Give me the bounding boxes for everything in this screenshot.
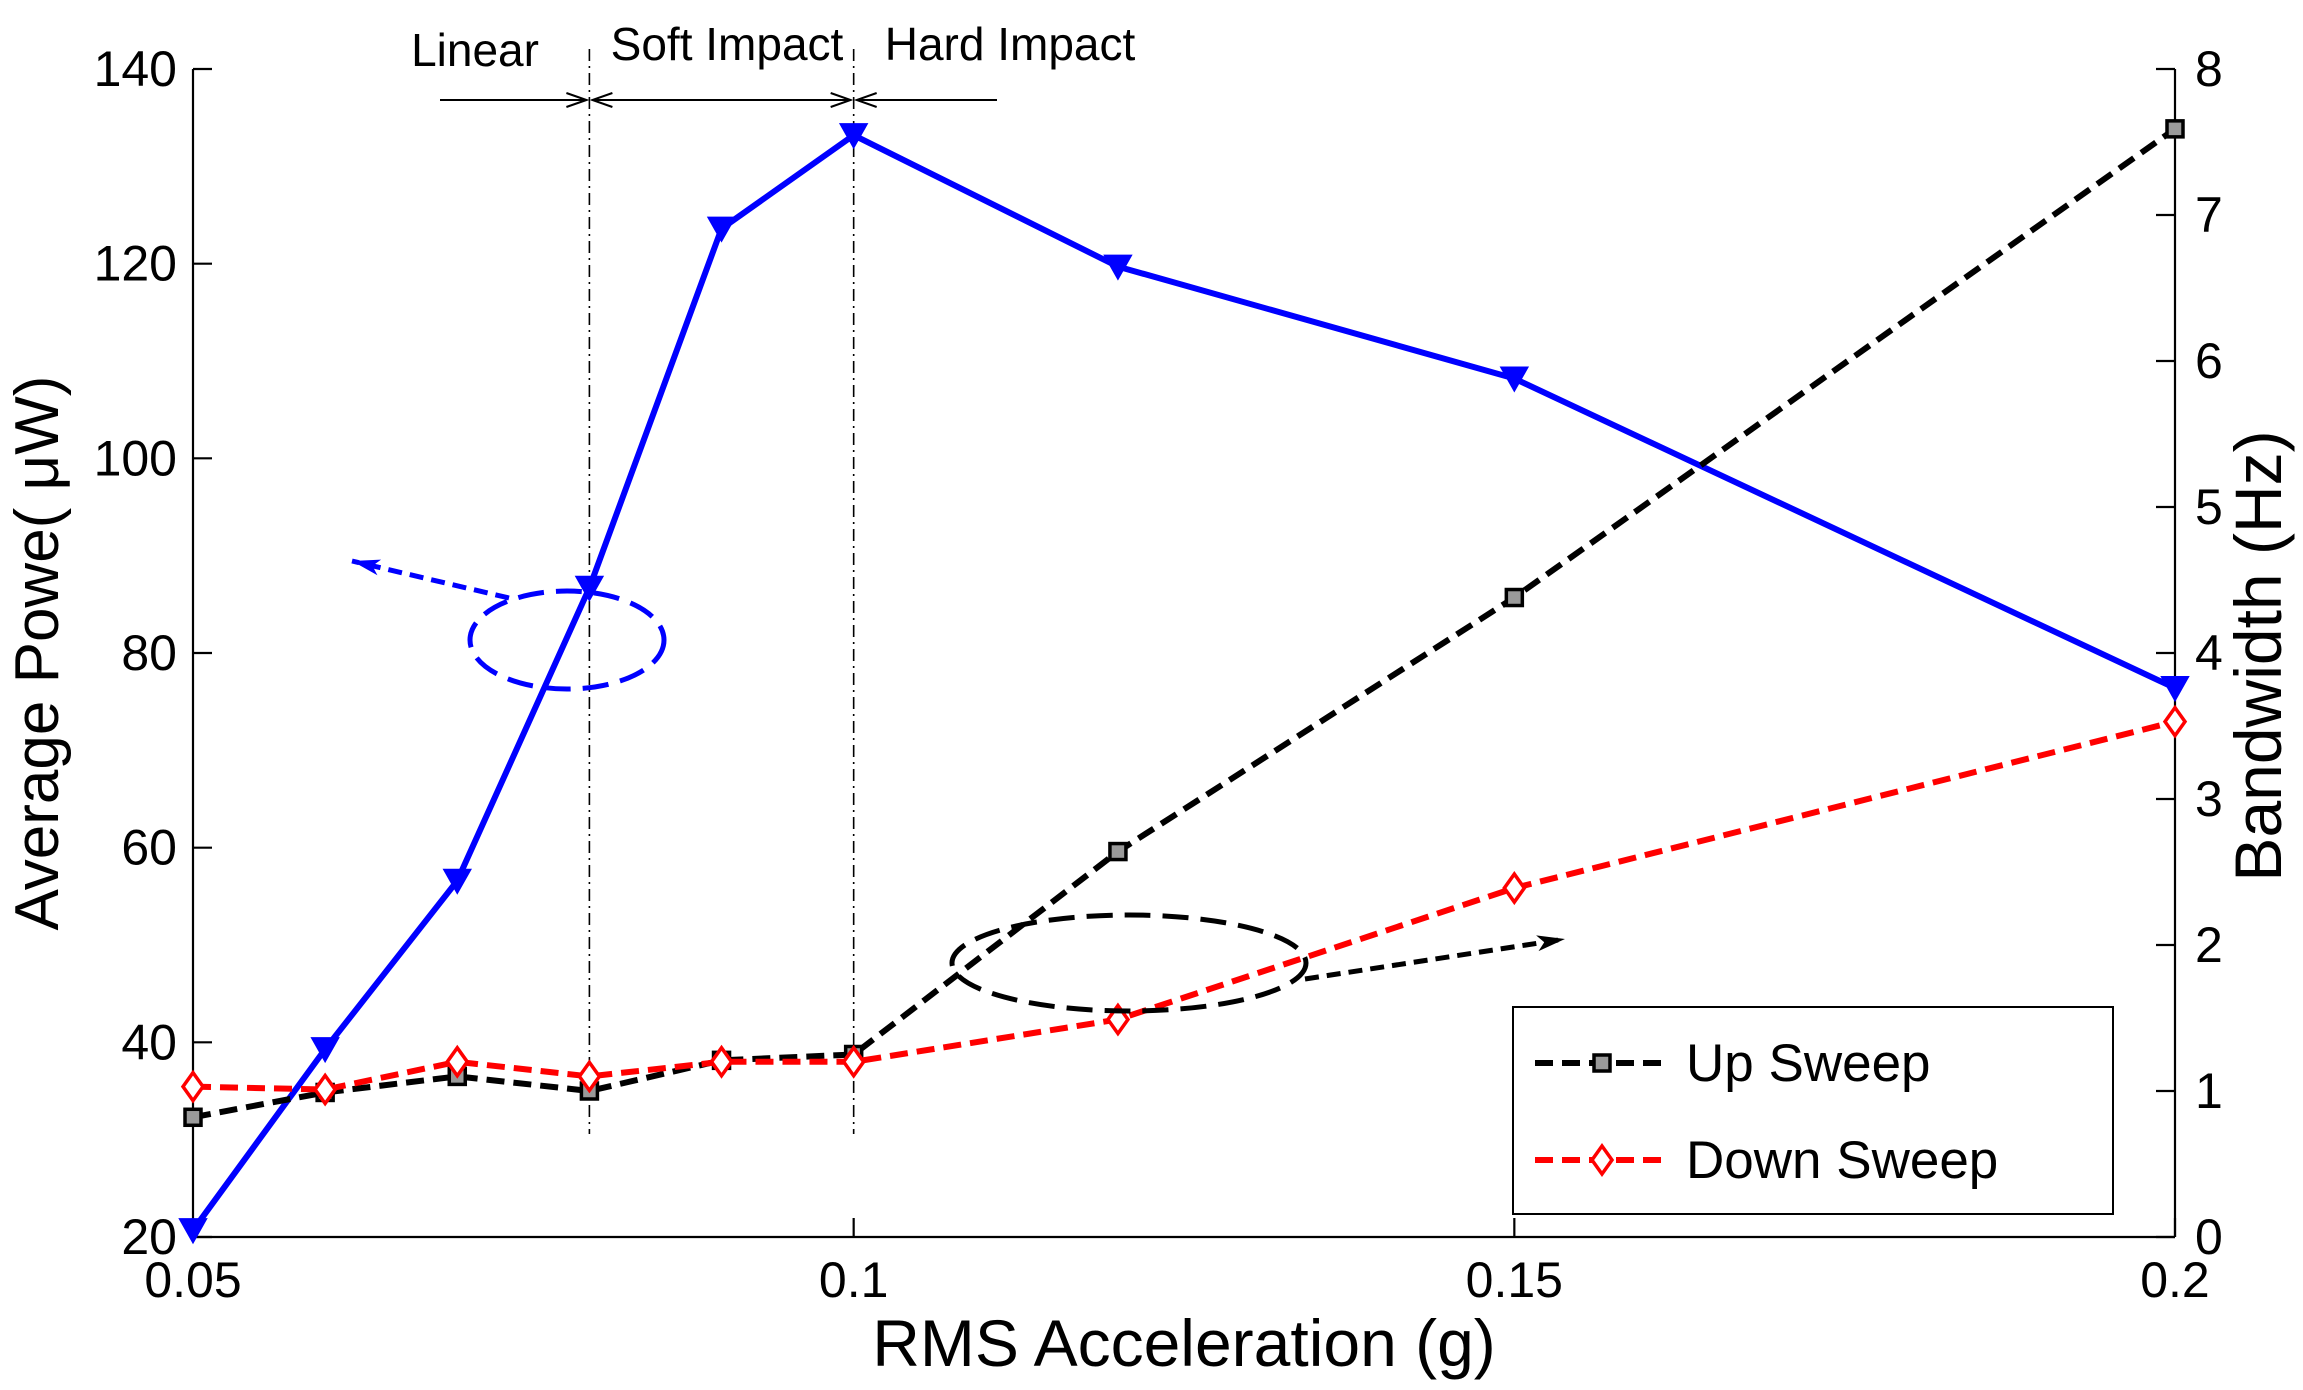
right-y-tick-label: 5 (2195, 479, 2223, 535)
power-marker (1103, 254, 1133, 281)
legend: Up Sweep Down Sweep (1512, 1006, 2114, 1215)
power-series (178, 123, 2190, 1245)
left-y-tick-label: 80 (121, 625, 177, 681)
left-y-tick-label: 40 (121, 1014, 177, 1070)
x-tick-label: 0.15 (1466, 1252, 1563, 1308)
power-axis-arrow (351, 558, 510, 601)
x-tick-label: 0.2 (2140, 1252, 2210, 1308)
x-axis-label: RMS Acceleration (g) (872, 1306, 1496, 1380)
x-tick-label: 0.05 (144, 1252, 241, 1308)
left-y-axis-label: Average Powe( μW) (3, 376, 72, 931)
down-sweep-marker (1502, 871, 1527, 906)
down-sweep-line (192, 718, 2176, 1093)
down-sweep-marker (312, 1072, 338, 1107)
axes: 20 40 60 80 100 120 140 0 1 2 3 4 5 6 7 8 0.05 0.1 0.15 0.2 (94, 41, 2223, 1308)
legend-marker-down-sweep (1589, 1142, 1615, 1178)
down-sweep-marker (841, 1044, 866, 1079)
right-y-axis-label: Bandwidth (Hz) (2221, 430, 2295, 881)
power-marker (1499, 366, 1530, 393)
power-axis-ellipse (467, 588, 667, 692)
right-y-tick-label: 6 (2195, 333, 2223, 389)
right-y-tick-label: 1 (2195, 1063, 2223, 1119)
down-sweep-marker (445, 1044, 470, 1079)
up-sweep-marker (1108, 841, 1128, 862)
left-y-tick-label: 60 (121, 820, 177, 876)
power-marker (706, 216, 737, 243)
up-sweep-line (192, 126, 2177, 1121)
x-tick-label: 0.1 (819, 1252, 889, 1308)
down-sweep-marker (577, 1059, 602, 1094)
up-sweep-marker (2165, 119, 2185, 139)
legend-box (1512, 1006, 2114, 1215)
up-sweep-marker (1504, 587, 1525, 608)
power-marker (442, 868, 472, 895)
right-y-tick-label: 3 (2195, 771, 2223, 827)
down-sweep-marker (2162, 704, 2188, 739)
regime-markers (440, 49, 997, 1134)
power-marker (310, 1037, 340, 1064)
region-label-linear: Linear (411, 24, 539, 76)
power-marker (178, 1218, 208, 1245)
left-y-tick-label: 140 (94, 41, 177, 97)
legend-marker-up-sweep (1592, 1053, 1612, 1073)
down-sweep-marker (180, 1069, 206, 1104)
right-y-tick-label: 8 (2195, 41, 2223, 97)
power-marker (574, 575, 605, 602)
bandwidth-axis-ellipse (949, 912, 1309, 1014)
left-y-tick-label: 120 (94, 236, 177, 292)
up-sweep-series (183, 119, 2185, 1128)
region-label-hard-impact: Hard Impact (885, 18, 1136, 70)
legend-label-down-sweep: Down Sweep (1686, 1131, 1998, 1190)
left-y-tick-label: 20 (121, 1209, 177, 1265)
down-sweep-marker (709, 1044, 734, 1079)
left-y-tick-label: 100 (94, 430, 177, 486)
region-label-soft-impact: Soft Impact (611, 18, 844, 70)
axis-annotations (351, 558, 1566, 1014)
right-y-tick-label: 2 (2195, 917, 2223, 973)
right-y-tick-label: 7 (2195, 187, 2223, 243)
plot-series (178, 119, 2190, 1245)
legend-swatches (1535, 1053, 1668, 1178)
legend-label-up-sweep: Up Sweep (1686, 1034, 1931, 1093)
right-y-tick-label: 4 (2195, 625, 2223, 681)
down-sweep-series (180, 704, 2188, 1107)
power-marker (2160, 676, 2190, 703)
right-y-tick-label: 0 (2195, 1209, 2223, 1265)
power-marker (838, 123, 869, 150)
up-sweep-marker (183, 1107, 203, 1128)
